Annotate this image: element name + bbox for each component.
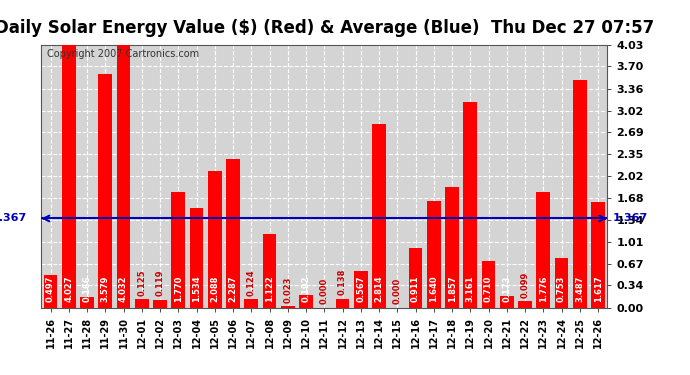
Text: 1.776: 1.776: [539, 276, 548, 302]
Bar: [208, 171, 221, 308]
Text: 0.023: 0.023: [284, 276, 293, 303]
Bar: [537, 192, 550, 308]
Bar: [555, 258, 569, 308]
Text: 0.099: 0.099: [520, 272, 529, 298]
Bar: [135, 299, 148, 307]
Text: 0.192: 0.192: [302, 276, 310, 302]
Text: 0.173: 0.173: [502, 276, 511, 302]
Text: 1.367: 1.367: [613, 213, 648, 223]
Bar: [573, 80, 586, 308]
Text: 0.911: 0.911: [411, 276, 420, 302]
Bar: [171, 192, 185, 308]
Text: 1.770: 1.770: [174, 276, 183, 302]
Bar: [153, 300, 167, 307]
Text: 0.000: 0.000: [393, 278, 402, 304]
Text: 1.367: 1.367: [0, 213, 27, 223]
Bar: [591, 202, 605, 308]
Bar: [226, 159, 240, 308]
Text: 2.287: 2.287: [228, 276, 237, 302]
Bar: [99, 74, 112, 307]
Text: 0.567: 0.567: [356, 276, 365, 302]
Text: 1.857: 1.857: [448, 276, 457, 302]
Bar: [62, 45, 76, 308]
Bar: [445, 186, 459, 308]
Bar: [117, 45, 130, 308]
Text: 0.125: 0.125: [137, 270, 146, 296]
Text: 1.617: 1.617: [593, 276, 602, 302]
Text: 2.814: 2.814: [375, 276, 384, 302]
Text: 0.753: 0.753: [557, 276, 566, 302]
Bar: [500, 296, 513, 307]
Bar: [263, 234, 277, 308]
Text: 3.161: 3.161: [466, 276, 475, 302]
Text: 0.119: 0.119: [155, 270, 164, 297]
Text: 0.000: 0.000: [319, 278, 329, 304]
Text: 1.122: 1.122: [265, 276, 274, 302]
Text: 0.124: 0.124: [247, 270, 256, 296]
Text: 4.032: 4.032: [119, 276, 128, 302]
Text: 4.027: 4.027: [64, 276, 73, 302]
Bar: [80, 297, 94, 307]
Text: 0.710: 0.710: [484, 276, 493, 302]
Text: 0.497: 0.497: [46, 276, 55, 302]
Text: 1.534: 1.534: [192, 276, 201, 302]
Bar: [43, 275, 57, 308]
Text: 0.138: 0.138: [338, 269, 347, 295]
Bar: [190, 208, 204, 308]
Bar: [244, 299, 258, 307]
Bar: [336, 298, 349, 307]
Text: 2.088: 2.088: [210, 276, 219, 302]
Text: Daily Solar Energy Value ($) (Red) & Average (Blue)  Thu Dec 27 07:57: Daily Solar Energy Value ($) (Red) & Ave…: [0, 19, 654, 37]
Bar: [354, 271, 368, 308]
Bar: [482, 261, 495, 308]
Text: 1.640: 1.640: [429, 276, 438, 302]
Bar: [464, 102, 477, 308]
Bar: [408, 248, 422, 308]
Text: 3.487: 3.487: [575, 276, 584, 302]
Bar: [427, 201, 441, 308]
Bar: [299, 295, 313, 307]
Bar: [372, 124, 386, 308]
Text: 3.579: 3.579: [101, 276, 110, 302]
Text: 0.166: 0.166: [83, 276, 92, 302]
Text: Copyright 2007 Cartronics.com: Copyright 2007 Cartronics.com: [47, 49, 199, 59]
Bar: [281, 306, 295, 308]
Bar: [518, 301, 532, 307]
